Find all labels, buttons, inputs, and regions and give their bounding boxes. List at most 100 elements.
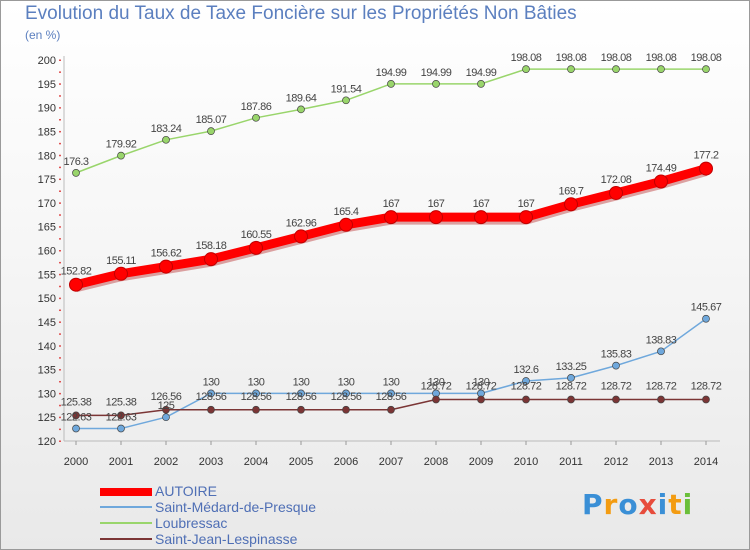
data-label-autoire: 167 [518, 198, 535, 210]
point-saint-medard-de-presque [252, 389, 260, 398]
y-minor-tick [59, 273, 61, 276]
y-tick-label: 175 [38, 174, 56, 186]
proxiti-logo: Proxiti [582, 488, 693, 521]
y-tick-label: 150 [38, 293, 56, 305]
point-loubressac [297, 105, 305, 114]
data-label-saint-medard-de-presque: 133.25 [556, 361, 587, 373]
y-tick-label: 190 [38, 103, 56, 115]
x-tick-label: 2007 [379, 456, 403, 468]
x-tick-label: 2003 [199, 456, 223, 468]
x-tick-label: 2000 [64, 456, 88, 468]
y-tick-label: 135 [38, 365, 56, 377]
point-saint-medard-de-presque [612, 361, 620, 370]
point-loubressac [117, 151, 125, 160]
legend-label-autoire: AUTOIRE [155, 483, 217, 499]
data-label-loubressac: 198.08 [556, 52, 587, 64]
x-tick-label: 2010 [514, 456, 538, 468]
data-label-autoire: 167 [473, 198, 490, 210]
y-minor-tick [59, 142, 61, 145]
point-saint-medard-de-presque [657, 347, 665, 356]
y-minor-tick [59, 345, 61, 347]
data-label-saint-jean-lespinasse: 128.56 [241, 391, 272, 403]
data-label-saint-jean-lespinasse: 128.72 [691, 380, 722, 392]
point-autoire [384, 210, 398, 225]
point-saint-jean-lespinasse [297, 405, 305, 414]
legend-label-saint-jean: Saint-Jean-Lespinasse [155, 531, 298, 547]
point-loubressac [162, 135, 170, 144]
y-minor-tick [59, 166, 61, 169]
data-label-saint-medard-de-presque: 130 [473, 376, 490, 388]
data-label-autoire: 177.2 [693, 150, 718, 162]
point-loubressac [207, 127, 215, 135]
y-minor-tick [59, 309, 61, 312]
point-saint-jean-lespinasse [72, 411, 80, 420]
x-tick-label: 2005 [289, 456, 313, 468]
data-label-saint-jean-lespinasse: 126.56 [151, 391, 182, 403]
y-minor-tick [59, 440, 61, 442]
data-label-autoire: 167 [428, 198, 445, 210]
point-autoire [564, 197, 578, 212]
point-saint-medard-de-presque [162, 413, 170, 422]
y-minor-tick [59, 83, 61, 85]
point-autoire [474, 210, 488, 225]
data-label-saint-medard-de-presque: 130 [203, 376, 220, 388]
y-minor-tick [59, 261, 61, 264]
y-tick-label: 120 [38, 436, 56, 448]
point-loubressac [477, 80, 485, 88]
x-tick-label: 2014 [694, 456, 718, 468]
y-tick-label: 155 [38, 269, 56, 281]
y-minor-tick [59, 321, 61, 323]
point-saint-medard-de-presque [72, 424, 80, 433]
x-tick-label: 2002 [154, 456, 178, 468]
y-minor-tick [59, 107, 61, 109]
point-loubressac [702, 65, 710, 73]
point-loubressac [522, 65, 530, 73]
data-label-saint-medard-de-presque: 130 [383, 376, 400, 388]
point-saint-medard-de-presque [117, 424, 125, 433]
data-label-loubressac: 198.08 [601, 52, 632, 64]
data-label-autoire: 156.62 [151, 248, 182, 260]
legend-swatch-loubressac [100, 522, 152, 524]
data-label-saint-jean-lespinasse: 128.56 [331, 391, 362, 403]
y-minor-tick [59, 154, 61, 157]
x-tick-label: 2013 [649, 456, 673, 468]
y-tick-label: 130 [38, 388, 56, 400]
y-minor-tick [59, 95, 61, 97]
point-saint-jean-lespinasse [252, 405, 260, 414]
point-saint-jean-lespinasse [612, 395, 620, 404]
point-saint-jean-lespinasse [477, 395, 485, 404]
data-label-saint-jean-lespinasse: 128.72 [421, 380, 452, 392]
logo-letter: o [618, 488, 639, 521]
y-minor-tick [59, 190, 61, 192]
data-label-autoire: 160.55 [241, 229, 272, 241]
logo-letter: r [603, 488, 619, 521]
data-label-loubressac: 189.64 [286, 92, 317, 104]
y-minor-tick [59, 130, 61, 133]
point-autoire [114, 266, 128, 281]
data-label-loubressac: 176.3 [63, 156, 88, 168]
data-label-autoire: 165.4 [333, 206, 358, 218]
y-tick-label: 170 [38, 198, 56, 210]
point-autoire [294, 229, 308, 244]
point-loubressac [567, 65, 575, 73]
data-label-saint-jean-lespinasse: 128.56 [376, 391, 407, 403]
point-saint-jean-lespinasse [657, 395, 665, 404]
y-minor-tick [59, 226, 61, 228]
data-label-loubressac: 187.86 [241, 101, 272, 113]
data-label-loubressac: 185.07 [196, 114, 227, 126]
unit-label: (en %) [25, 28, 61, 42]
y-minor-tick [59, 214, 61, 216]
point-autoire [519, 210, 533, 225]
data-label-saint-jean-lespinasse: 125.38 [61, 396, 92, 408]
data-label-loubressac: 198.08 [511, 52, 542, 64]
point-autoire [204, 252, 218, 267]
y-minor-tick [59, 428, 61, 431]
y-minor-tick [59, 178, 61, 181]
point-loubressac [387, 80, 395, 88]
data-label-saint-medard-de-presque: 122.63 [61, 411, 92, 423]
y-minor-tick [59, 119, 61, 121]
data-label-loubressac: 194.99 [466, 67, 497, 79]
point-saint-medard-de-presque [702, 314, 710, 323]
x-tick-label: 2004 [244, 456, 268, 468]
